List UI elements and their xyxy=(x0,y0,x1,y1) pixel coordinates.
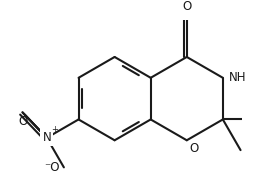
Text: NH: NH xyxy=(229,71,247,84)
Text: O: O xyxy=(190,142,199,155)
Text: ⁻O: ⁻O xyxy=(44,161,60,174)
Text: O: O xyxy=(18,115,27,128)
Text: N: N xyxy=(42,131,51,144)
Text: O: O xyxy=(182,0,192,13)
Text: +: + xyxy=(51,125,58,134)
